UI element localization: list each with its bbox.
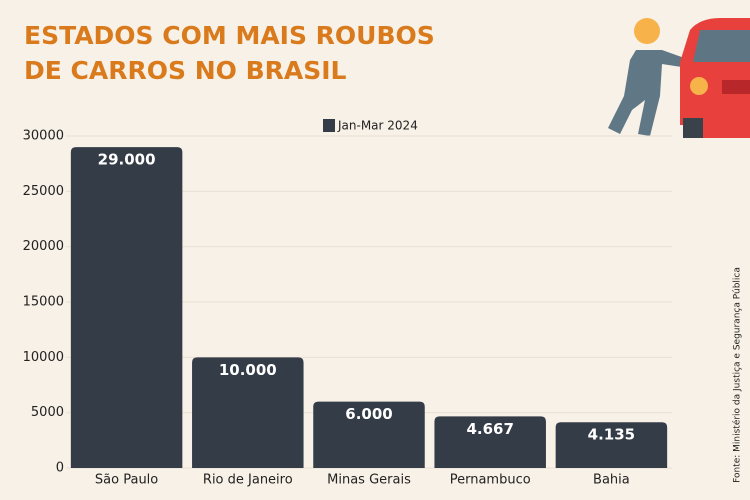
data-label: 29.000 (98, 151, 156, 169)
y-tick-label: 20000 (23, 239, 64, 254)
x-tick-label: Pernambuco (450, 473, 531, 488)
chart-title-line: ESTADOS COM MAIS ROUBOS (24, 21, 435, 50)
y-tick-label: 5000 (31, 405, 64, 420)
legend-label: Jan-Mar 2024 (337, 119, 418, 133)
chart-title-line: DE CARROS NO BRASIL (24, 56, 347, 85)
legend-swatch (323, 119, 335, 132)
data-label: 4.135 (588, 426, 635, 444)
bar (192, 357, 304, 468)
y-tick-label: 30000 (23, 129, 64, 144)
bar (313, 401, 425, 468)
x-tick-label: Bahia (593, 473, 630, 488)
bar (434, 416, 546, 468)
y-tick-label: 10000 (23, 350, 64, 365)
data-label: 4.667 (466, 420, 513, 438)
y-tick-label: 15000 (23, 295, 64, 310)
source-note: Fonte: Ministério da Justiça e Segurança… (732, 267, 743, 483)
bar (70, 147, 183, 469)
data-label: 10.000 (219, 361, 277, 379)
x-tick-label: São Paulo (95, 473, 158, 488)
bar (555, 422, 668, 468)
x-tick-label: Rio de Janeiro (203, 473, 293, 488)
illustration (608, 18, 750, 138)
y-tick-label: 0 (56, 461, 64, 476)
y-tick-label: 25000 (23, 184, 64, 199)
data-label: 6.000 (345, 405, 392, 423)
x-tick-label: Minas Gerais (327, 473, 411, 488)
